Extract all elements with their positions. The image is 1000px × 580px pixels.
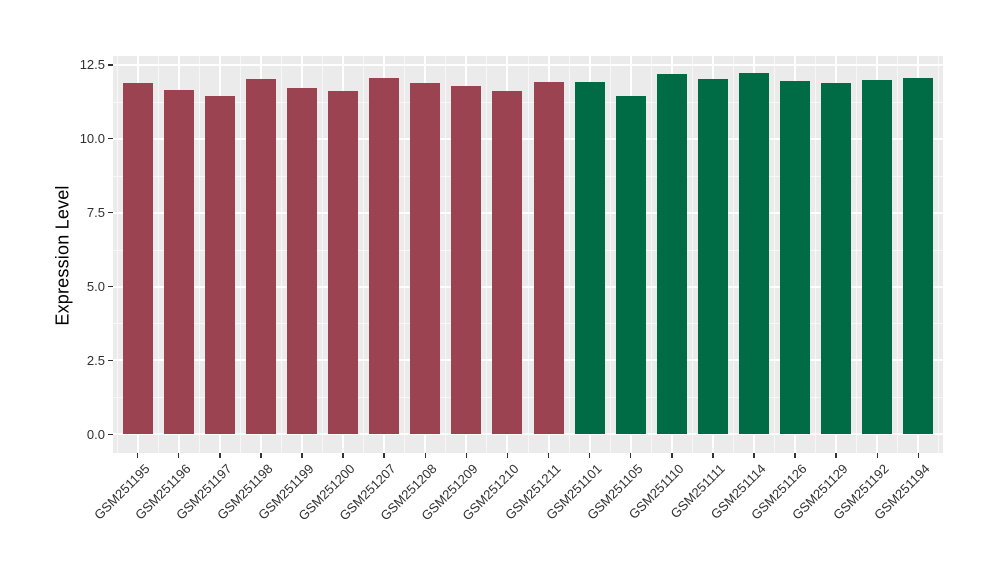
- x-tick-mark: [506, 453, 509, 458]
- x-tick-mark: [136, 453, 139, 458]
- gridline-major-horizontal: [113, 137, 943, 140]
- x-tick-mark: [424, 453, 427, 458]
- y-tick-label: 12.5: [79, 57, 105, 73]
- bar-GSM251105: [615, 96, 646, 435]
- x-tick-mark: [260, 453, 262, 458]
- x-tick-mark: [835, 453, 837, 458]
- gridline-minor-vertical: [445, 56, 447, 453]
- y-tick-mark: [108, 433, 113, 436]
- bar-GSM251211: [533, 81, 564, 435]
- x-tick-mark: [671, 453, 673, 458]
- gridline-minor-vertical: [938, 56, 940, 453]
- x-tick-mark: [712, 453, 714, 458]
- gridline-major-horizontal: [113, 63, 943, 66]
- gridline-minor-vertical: [404, 56, 406, 453]
- bar-GSM251126: [780, 80, 811, 435]
- gridline-minor-vertical: [486, 56, 488, 453]
- x-tick-mark: [383, 453, 385, 458]
- gridline-minor-vertical: [527, 56, 529, 453]
- x-tick-mark: [301, 453, 303, 458]
- gridline-minor-vertical: [650, 56, 652, 453]
- x-tick-mark: [588, 453, 591, 458]
- bar-GSM251110: [656, 74, 687, 435]
- gridline-minor-vertical: [856, 56, 858, 453]
- gridline-major-horizontal: [113, 433, 943, 436]
- gridline-minor-vertical: [322, 56, 324, 453]
- x-tick-mark: [547, 453, 550, 458]
- bar-GSM251129: [821, 82, 852, 435]
- x-tick-mark: [794, 453, 796, 458]
- gridline-minor-vertical: [239, 56, 241, 453]
- x-tick-mark: [876, 453, 878, 458]
- gridline-minor-vertical: [815, 56, 817, 453]
- gridline-major-horizontal: [113, 211, 943, 214]
- y-axis-title: Expression Level: [52, 185, 73, 326]
- y-tick-mark: [108, 285, 113, 288]
- gridline-minor-vertical: [280, 56, 282, 453]
- y-tick-mark: [108, 359, 113, 362]
- bar-GSM251114: [738, 73, 769, 435]
- bar-GSM251111: [697, 78, 728, 435]
- gridline-minor-vertical: [732, 56, 734, 453]
- x-tick-mark: [342, 453, 344, 458]
- x-tick-mark: [465, 453, 468, 458]
- bar-GSM251198: [245, 79, 276, 435]
- gridline-minor-vertical: [157, 56, 159, 453]
- gridline-minor-vertical: [691, 56, 693, 453]
- gridline-minor-vertical: [609, 56, 611, 453]
- y-tick-label: 2.5: [86, 352, 105, 368]
- x-tick-mark: [753, 453, 755, 458]
- x-tick-mark: [219, 453, 221, 458]
- bar-GSM251209: [451, 86, 482, 435]
- y-tick-label: 7.5: [86, 205, 105, 221]
- bar-GSM251196: [163, 90, 194, 435]
- gridline-minor-vertical: [363, 56, 365, 453]
- x-tick-mark: [177, 453, 180, 458]
- bar-GSM251101: [574, 81, 605, 435]
- gridline-major-horizontal: [113, 285, 943, 288]
- x-tick-mark: [629, 453, 632, 458]
- bar-GSM251192: [862, 80, 893, 435]
- y-tick-mark: [108, 211, 113, 214]
- y-tick-mark: [108, 64, 113, 66]
- plot-panel: [113, 56, 943, 453]
- y-tick-mark: [108, 137, 113, 140]
- gridline-minor-vertical: [774, 56, 776, 453]
- bar-GSM251200: [328, 91, 359, 435]
- gridline-minor-vertical: [897, 56, 899, 453]
- bar-GSM251194: [903, 78, 934, 435]
- bar-GSM251207: [369, 78, 400, 435]
- x-tick-mark: [917, 453, 920, 458]
- bar-GSM251197: [204, 95, 235, 435]
- y-tick-label: 10.0: [79, 131, 105, 147]
- bar-GSM251195: [122, 82, 153, 435]
- y-tick-label: 5.0: [86, 279, 105, 294]
- y-tick-label: 0.0: [86, 426, 105, 442]
- gridline-minor-vertical: [116, 56, 118, 453]
- gridline-major-horizontal: [113, 359, 943, 362]
- bar-GSM251199: [287, 87, 317, 435]
- bar-GSM251208: [410, 82, 441, 435]
- gridline-minor-vertical: [198, 56, 200, 453]
- gridline-minor-vertical: [568, 56, 570, 453]
- bar-GSM251210: [492, 90, 523, 435]
